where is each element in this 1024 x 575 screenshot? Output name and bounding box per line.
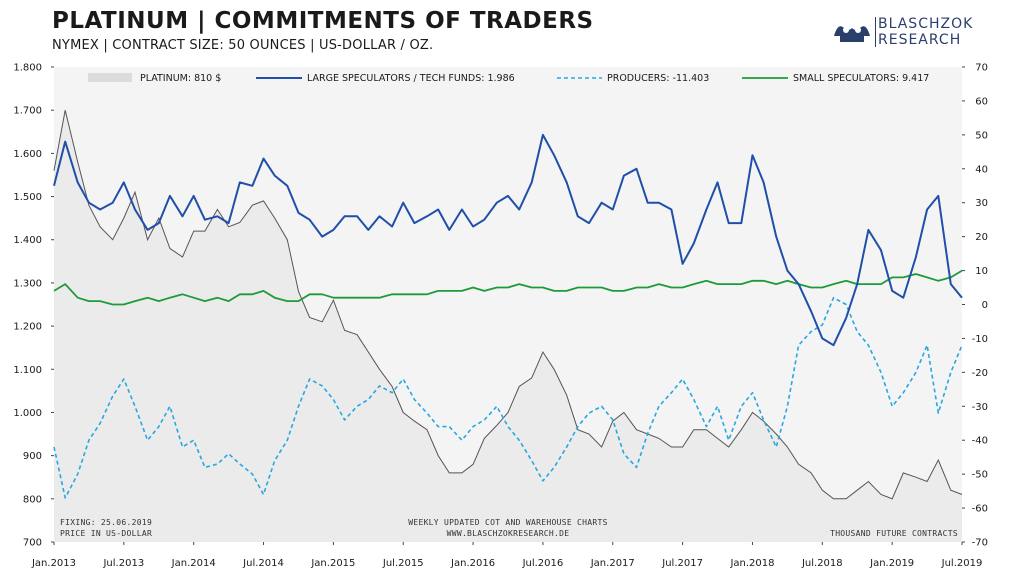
small-speculators-line (53, 269, 963, 306)
right-tick-label: -60 (972, 504, 988, 515)
x-tick-label: Jan.2017 (590, 558, 635, 569)
brand-logo: BLASCHZOK RESEARCH (830, 14, 980, 50)
chart-title: PLATINUM | COMMITMENTS OF TRADERS (52, 8, 594, 34)
left-tick-label: 1.200 (13, 322, 42, 333)
x-axis: Jan.2013 Jul.2013 Jan.2014 Jul.2014 Jan.2015… (31, 542, 982, 569)
left-tick-label: 1.400 (13, 235, 42, 246)
left-tick-label: 1.600 (13, 149, 42, 160)
left-tick-label: 700 (23, 538, 42, 549)
platinum-layer (53, 110, 963, 542)
update-note: WEEKLY UPDATED COT AND WAREHOUSE CHARTS (408, 518, 608, 527)
left-tick-label: 1.100 (13, 365, 42, 376)
price-unit-note: PRICE IN US-DOLLAR (60, 529, 152, 538)
legend-small-speculators-label: SMALL SPECULATORS: 9.417 (793, 73, 929, 84)
fixing-note: FIXING: 25.06.2019 (60, 518, 152, 527)
left-axis: 700 800 900 1.000 1.100 1.200 1.300 1.400 1.500 1… (13, 63, 54, 549)
right-tick-label: -20 (972, 368, 988, 379)
left-tick-label: 800 (23, 494, 42, 505)
right-tick-label: -30 (972, 402, 988, 413)
website-note: WWW.BLASCHZOKRESEARCH.DE (447, 529, 570, 538)
right-tick-label: -70 (972, 538, 988, 549)
legend-platinum-swatch (88, 73, 132, 82)
platinum-price-line (53, 110, 963, 500)
right-tick-label: 60 (975, 96, 988, 107)
x-tick-label: Jan.2016 (450, 558, 495, 569)
logo-text-line-2: RESEARCH (878, 32, 962, 48)
right-tick-label: -40 (972, 436, 988, 447)
x-tick-label: Jan.2018 (729, 558, 774, 569)
legend-producers-label: PRODUCERS: -11.403 (607, 73, 709, 84)
left-tick-label: 900 (23, 451, 42, 462)
x-tick-label: Jul.2015 (382, 558, 424, 569)
right-axis: -70 -60 -50 -40 -30 -20 -10 0 10 20 30 40 50 60 70 (962, 63, 988, 549)
right-tick-label: -50 (972, 470, 988, 481)
right-tick-label: -10 (972, 334, 988, 345)
left-tick-label: 1.300 (13, 278, 42, 289)
x-tick-label: Jul.2014 (242, 558, 284, 569)
right-tick-label: 70 (975, 63, 988, 74)
right-tick-label: 30 (975, 198, 988, 209)
large-speculators-line (53, 133, 963, 347)
x-tick-label: Jan.2015 (310, 558, 355, 569)
platinum-price-area (54, 110, 962, 542)
series-layer (53, 133, 963, 499)
logo-icon (834, 26, 870, 42)
logo-text-line-1: BLASCHZOK (878, 16, 974, 32)
x-tick-label: Jan.2013 (31, 558, 76, 569)
right-tick-label: 0 (982, 300, 988, 311)
x-tick-label: Jul.2019 (941, 558, 983, 569)
legend: PLATINUM: 810 $ LARGE SPECULATORS / TECH … (88, 73, 929, 84)
left-tick-label: 1.500 (13, 192, 42, 203)
chart-subtitle: NYMEX | CONTRACT SIZE: 50 OUNCES | US-DO… (52, 38, 434, 53)
legend-large-speculators-label: LARGE SPECULATORS / TECH FUNDS: 1.986 (307, 73, 515, 84)
legend-platinum-label: PLATINUM: 810 $ (140, 73, 221, 84)
right-tick-label: 10 (975, 266, 988, 277)
left-tick-label: 1.800 (13, 63, 42, 74)
right-tick-label: 50 (975, 130, 988, 141)
left-tick-label: 1.000 (13, 408, 42, 419)
contracts-unit-note: THOUSAND FUTURE CONTRACTS (830, 529, 958, 538)
x-tick-label: Jul.2016 (522, 558, 564, 569)
logo-divider (875, 17, 876, 47)
right-tick-label: 40 (975, 164, 988, 175)
producers-line (53, 296, 963, 499)
x-tick-label: Jan.2019 (869, 558, 914, 569)
x-tick-label: Jul.2017 (661, 558, 703, 569)
x-tick-label: Jul.2013 (102, 558, 144, 569)
left-tick-label: 1.700 (13, 106, 42, 117)
right-tick-label: 20 (975, 232, 988, 243)
x-tick-label: Jul.2018 (801, 558, 843, 569)
x-tick-label: Jan.2014 (171, 558, 216, 569)
